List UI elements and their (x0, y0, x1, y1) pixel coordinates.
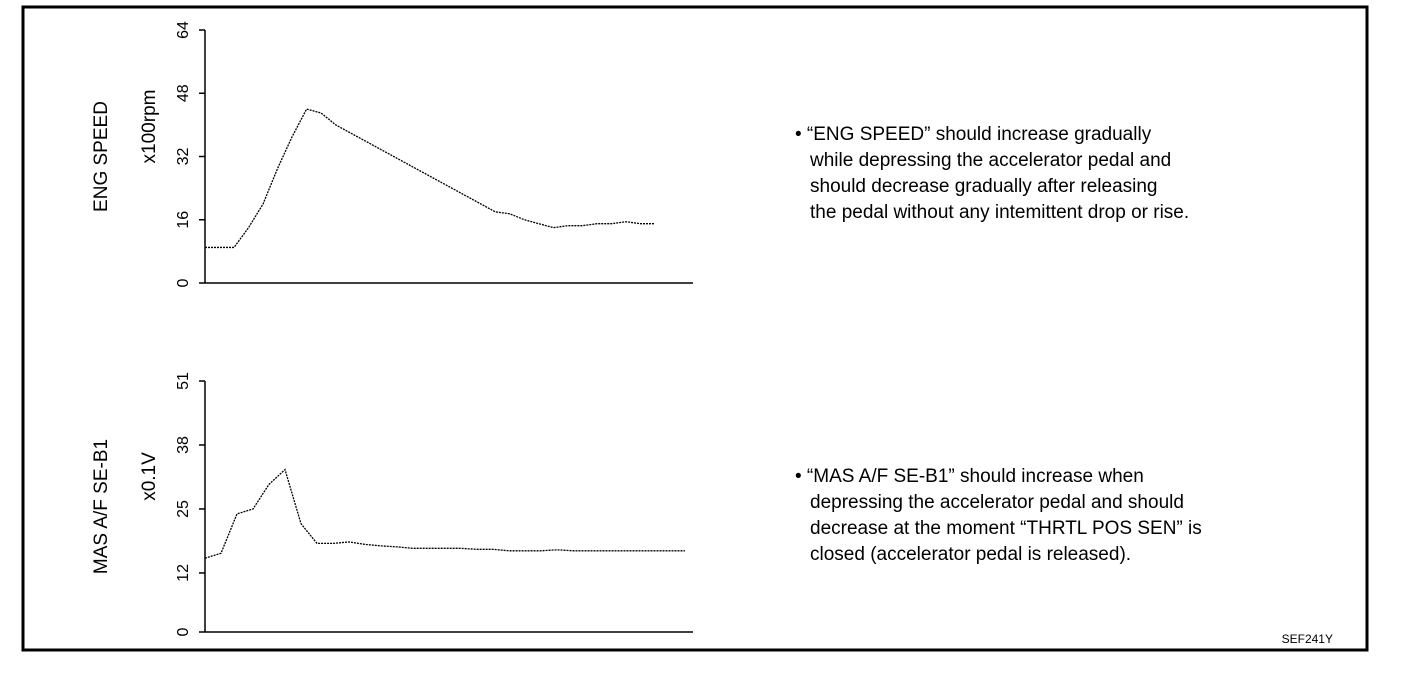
y-tick-label: 0 (175, 278, 192, 287)
y-tick-label: 16 (175, 211, 192, 229)
figure-code: SEF241Y (1282, 632, 1333, 646)
frame (21, 5, 1369, 652)
note-line: depressing the accelerator pedal and sho… (810, 492, 1184, 513)
unit-label: x100rpm (139, 90, 160, 164)
unit-label: x0.1V (139, 452, 160, 501)
y-tick-label: 0 (175, 627, 192, 636)
note-line: should decrease gradually after releasin… (810, 176, 1158, 197)
note-line: while depressing the accelerator pedal a… (809, 150, 1171, 171)
y-tick-label: 38 (175, 436, 192, 454)
data-line (204, 468, 685, 559)
note-line: • “MAS A/F SE-B1” should increase when (795, 466, 1144, 487)
note-line: decrease at the moment “THRTL POS SEN” i… (810, 518, 1202, 539)
y-tick-label: 12 (175, 564, 192, 582)
y-tick-label: 51 (175, 372, 192, 390)
y-axis-label: MAS A/F SE-B1 (91, 439, 112, 574)
y-tick-label: 64 (175, 21, 192, 39)
note-line: • “ENG SPEED” should increase gradually (795, 124, 1152, 145)
note-line: the pedal without any intemittent drop o… (810, 202, 1189, 223)
y-tick-label: 48 (175, 84, 192, 102)
y-tick-label: 32 (175, 148, 192, 166)
y-axis-label: ENG SPEED (91, 101, 112, 212)
y-tick-label: 25 (175, 500, 192, 518)
data-line (205, 108, 655, 249)
note-line: closed (accelerator pedal is released). (810, 544, 1131, 565)
